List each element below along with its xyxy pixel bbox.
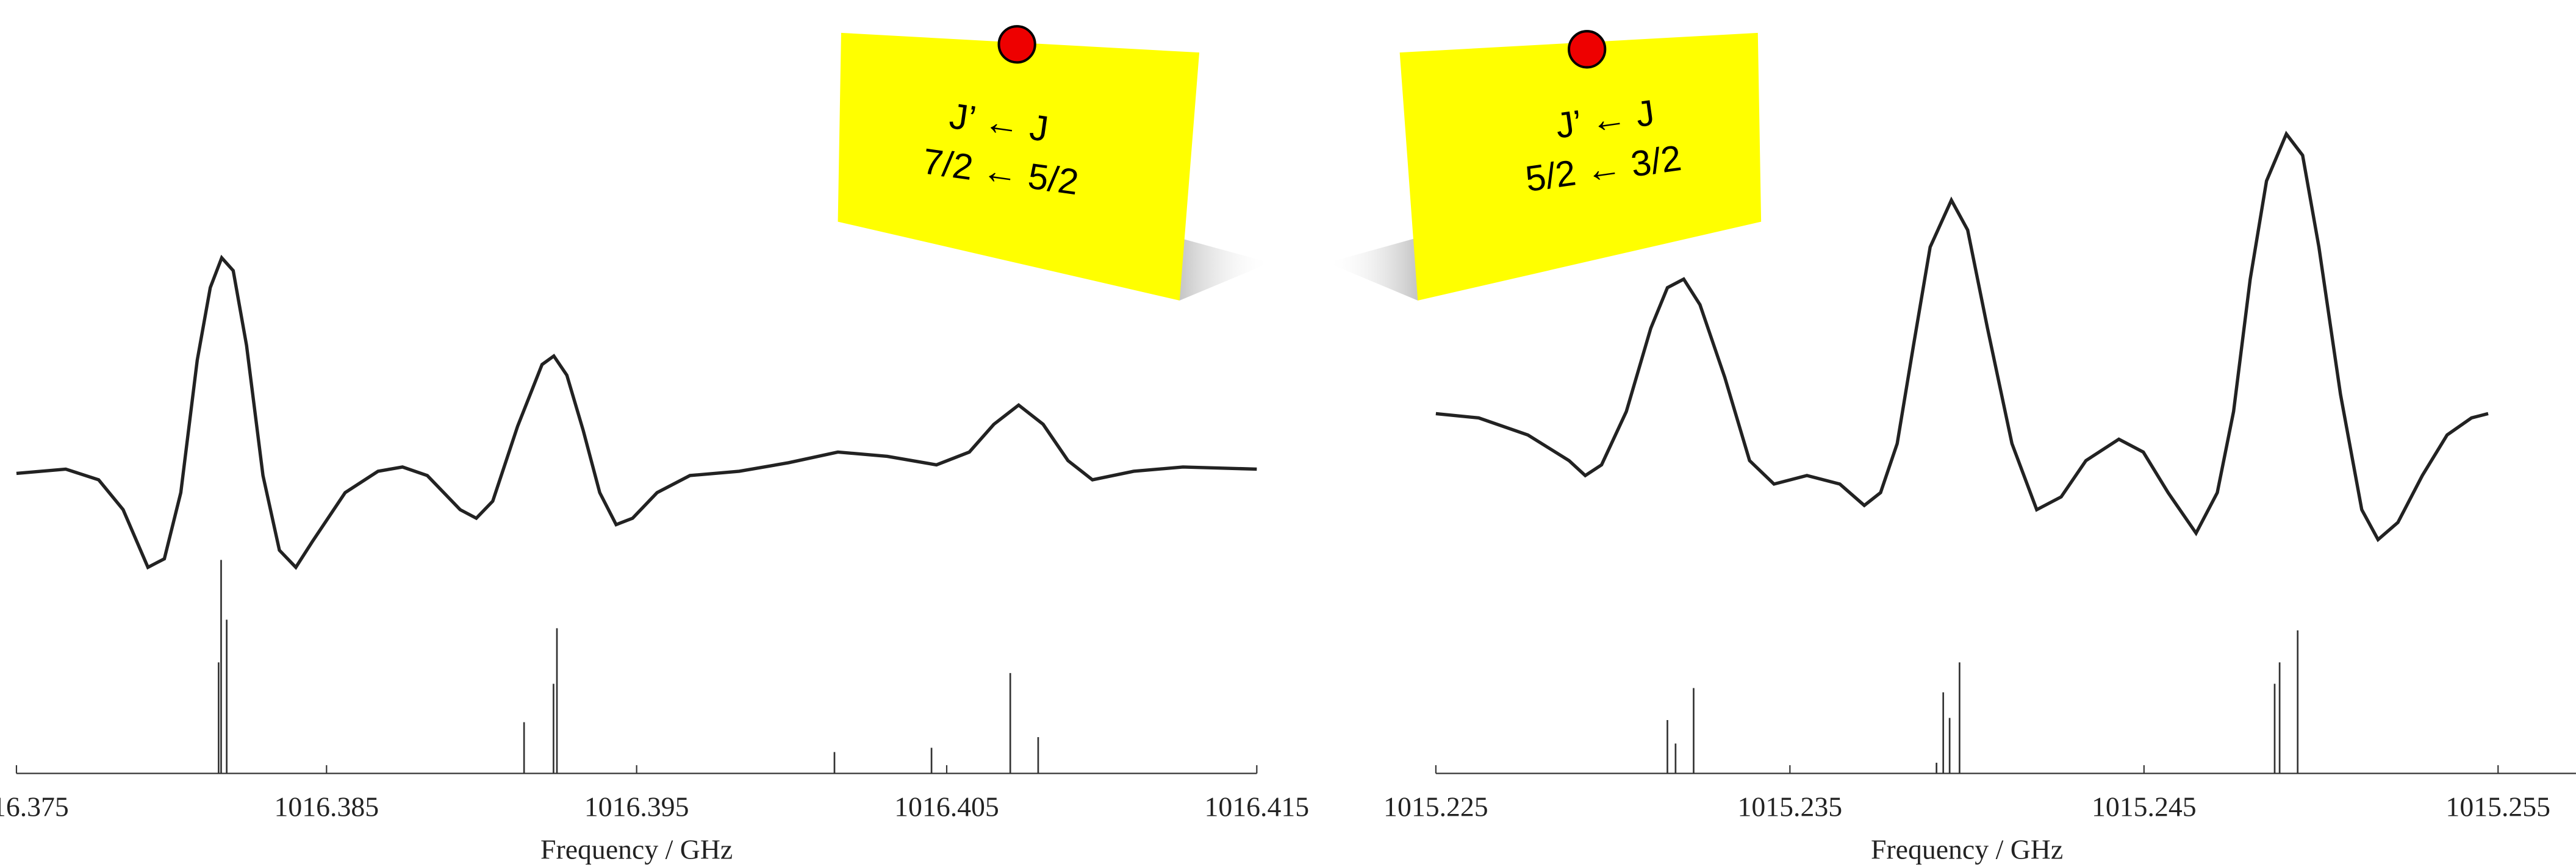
x-tick-label: 1016.375 — [0, 791, 69, 822]
x-tick-label: 1015.255 — [2445, 791, 2550, 822]
pin — [1568, 30, 1607, 69]
sticky-note — [838, 32, 1200, 301]
note-right: J’ ← J 5/2 ← 3/2 — [1327, 30, 1762, 301]
x-tick-label: 1015.245 — [2092, 791, 2197, 822]
spectrum-chart: 1015.225 1015.235 1015.245 1015.255 Frequenc… — [1383, 130, 2576, 865]
sticky-note — [1399, 32, 1762, 301]
pin — [997, 25, 1036, 64]
note-left: J’ ← J 7/2 ← 5/2 — [838, 25, 1270, 301]
spectrum-chart: 1016.375 1016.385 1016.395 1016.405 1016.415… — [0, 254, 1310, 865]
x-tick-label: 1015.235 — [1738, 791, 1843, 822]
x-axis-label: Frequency / GHz — [540, 834, 733, 865]
x-tick-label: 1016.395 — [584, 791, 689, 822]
spectrum-trace — [1435, 130, 2489, 543]
x-tick-label: 1015.225 — [1383, 791, 1488, 822]
spectrum-trace — [16, 254, 1257, 570]
x-tick-label: 1016.415 — [1205, 791, 1310, 822]
x-tick-label: 1016.385 — [274, 791, 379, 822]
x-axis-label: Frequency / GHz — [1871, 834, 2063, 865]
x-tick-label: 1016.405 — [894, 791, 999, 822]
